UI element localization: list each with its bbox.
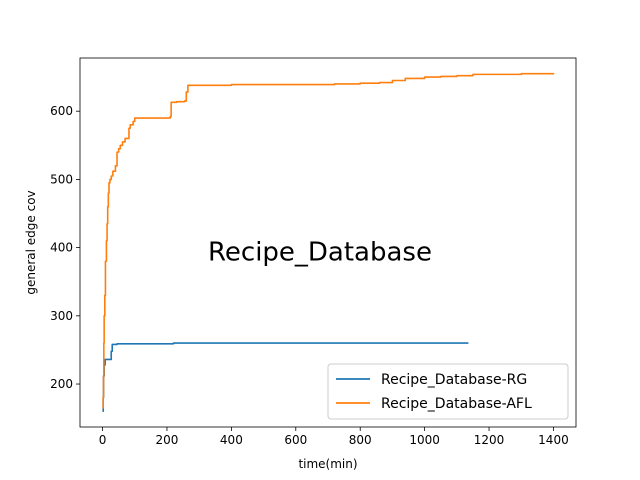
x-tick-label: 600 — [284, 433, 307, 447]
x-tick-label: 1200 — [474, 433, 505, 447]
plot-annotation: Recipe_Database — [208, 238, 432, 268]
series-line-afl — [102, 72, 555, 409]
axes-frame — [79, 57, 577, 428]
x-tick-label: 0 — [99, 433, 107, 447]
x-axis-label: time(min) — [298, 457, 357, 471]
x-tick-label: 1000 — [409, 433, 440, 447]
plot-area — [102, 72, 555, 413]
x-tick-label: 800 — [349, 433, 372, 447]
y-tick-label: 400 — [50, 241, 73, 255]
legend-box — [327, 363, 569, 420]
y-tick-label: 600 — [50, 104, 73, 118]
y-tick-label: 200 — [50, 377, 73, 391]
legend: Recipe_Database-RG Recipe_Database-AFL — [327, 363, 569, 420]
legend-label: Recipe_Database-AFL — [381, 396, 532, 412]
y-axis-ticks: 200 300 400 500 600 — [50, 104, 80, 391]
x-tick-label: 1400 — [538, 433, 569, 447]
y-tick-label: 300 — [50, 309, 73, 323]
x-tick-label: 400 — [220, 433, 243, 447]
y-tick-label: 500 — [50, 172, 73, 186]
legend-label: Recipe_Database-RG — [381, 372, 527, 388]
x-tick-label: 200 — [156, 433, 179, 447]
y-axis-label: general edge cov — [24, 190, 38, 294]
x-axis-ticks: 0 200 400 600 800 1000 1200 1400 — [99, 427, 569, 447]
series-layer — [102, 72, 555, 413]
